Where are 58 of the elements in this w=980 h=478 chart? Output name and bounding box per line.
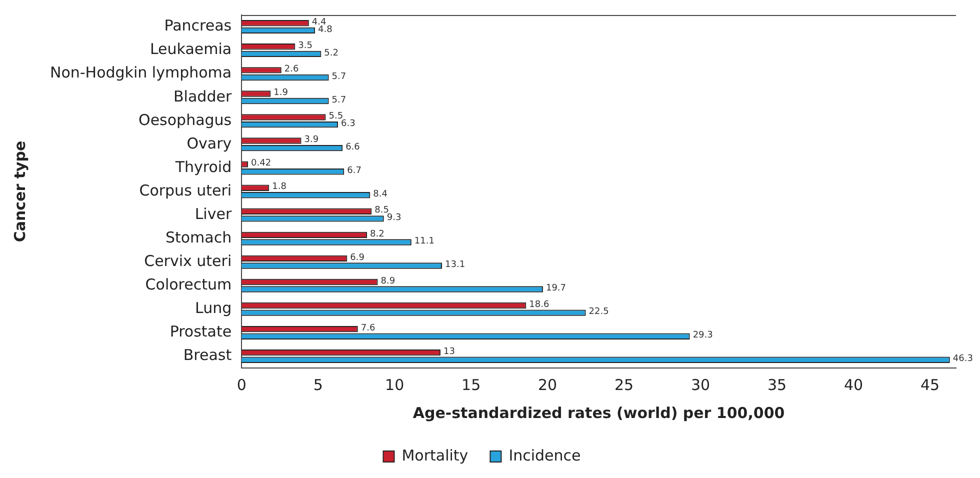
y-tick-label: Stomach [165, 228, 232, 246]
x-tick-label: 45 [920, 376, 940, 394]
data-label: 3.5 [298, 40, 312, 51]
data-label: 1.9 [274, 88, 288, 98]
x-tick-label: 0 [236, 376, 246, 394]
data-label: 19.7 [546, 284, 566, 294]
data-label: 8.4 [373, 189, 388, 200]
y-tick-label: Bladder [174, 87, 232, 106]
y-tick-label: Cervix uteri [144, 252, 232, 270]
data-label: 5.7 [332, 95, 346, 106]
x-tick-label: 40 [844, 376, 864, 394]
x-tick-label: 30 [690, 376, 710, 394]
data-label: 13 [443, 346, 455, 357]
y-tick-label: Colorectum [145, 276, 232, 294]
x-tick-label: 15 [462, 376, 481, 394]
data-label: 8.9 [380, 276, 396, 286]
y-tick-label: Leukaemia [150, 40, 232, 58]
y-tick-label: Oesophagus [138, 110, 232, 129]
x-axis-title: Age-standardized rates (world) per 100,000 [412, 404, 785, 422]
y-tick-label: Ovary [186, 134, 232, 152]
data-label: 46.3 [952, 354, 973, 364]
x-tick-label: 5 [313, 376, 323, 394]
data-label: 5.7 [332, 72, 346, 82]
data-label: 8.5 [374, 206, 389, 216]
y-tick-label: Non-Hodgkin lymphoma [50, 64, 232, 82]
data-label: 5.5 [328, 112, 344, 122]
y-tick-label: Lung [194, 299, 232, 318]
y-tick-label: Breast [183, 346, 232, 364]
data-label: 5.2 [324, 48, 338, 58]
data-label: 6.7 [347, 166, 362, 176]
data-label: 22.5 [588, 307, 609, 318]
y-tick-label: Pancreas [164, 16, 232, 35]
data-label: 8.2 [370, 229, 384, 240]
data-label: 6.9 [350, 252, 365, 263]
data-label: 11.1 [414, 236, 434, 247]
x-tick-label: 35 [767, 376, 787, 394]
x-tick-label: 10 [385, 376, 404, 394]
data-label: 1.8 [272, 182, 287, 192]
data-label: 6.3 [340, 118, 356, 129]
data-label: 13.1 [445, 260, 466, 270]
data-label: 18.6 [529, 300, 550, 310]
data-label: 7.6 [360, 323, 376, 334]
data-label: 0.42 [251, 158, 272, 169]
data-label: 6.6 [346, 142, 360, 152]
y-tick-label: Corpus uteri [139, 181, 232, 200]
y-tick-label: Liver [194, 204, 232, 223]
x-tick-label: 20 [538, 376, 558, 394]
data-label: 2.6 [284, 64, 299, 75]
data-label: 3.9 [304, 135, 319, 146]
y-tick-label: Thyroid [174, 158, 232, 176]
data-label: 29.3 [692, 330, 713, 341]
legend-label: Mortality [402, 446, 468, 464]
data-label: 9.3 [386, 213, 402, 224]
data-label: 4.8 [318, 24, 333, 35]
y-tick-label: Prostate [170, 322, 232, 341]
legend-label: Incidence [508, 446, 581, 464]
x-tick-label: 25 [614, 376, 634, 394]
y-axis-title: Cancer type [10, 140, 29, 242]
